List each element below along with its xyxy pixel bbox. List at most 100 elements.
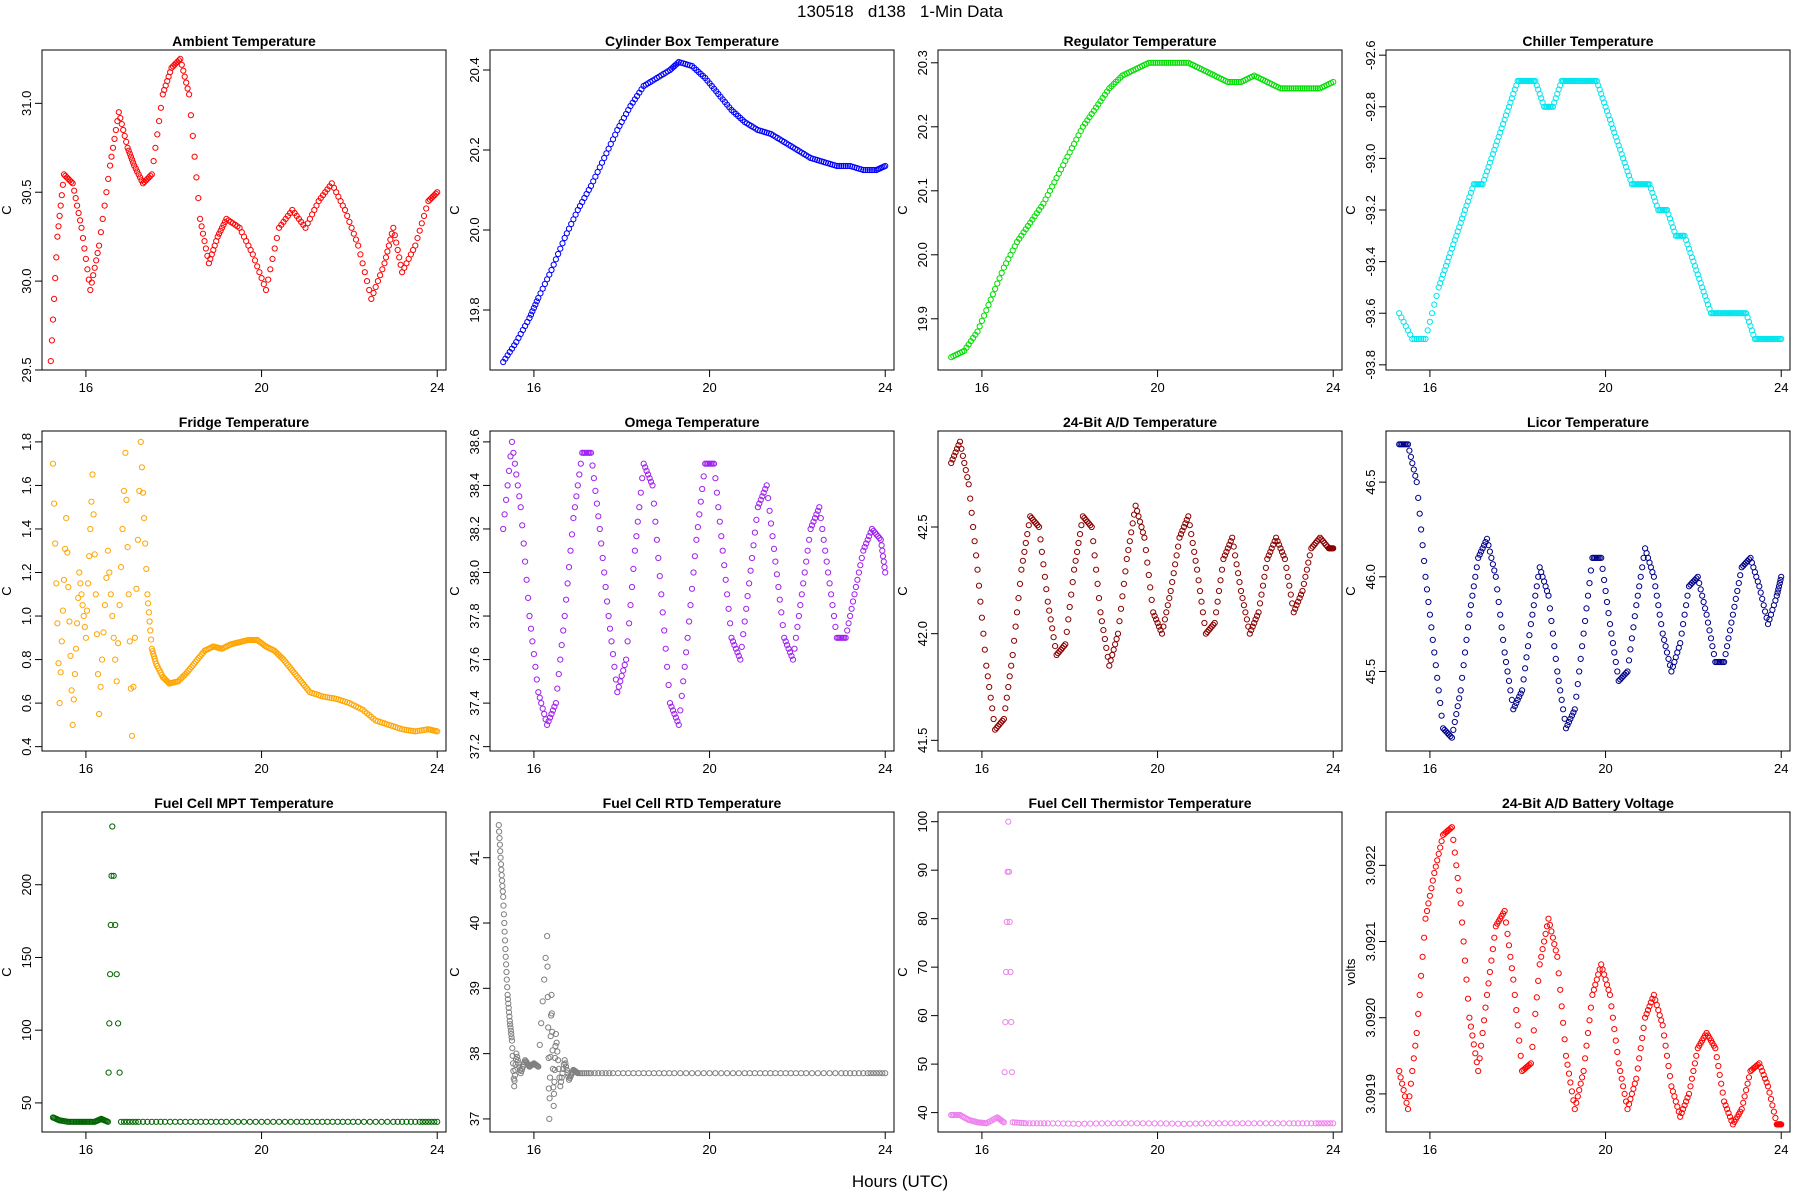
data-point	[1457, 687, 1464, 694]
data-point	[1738, 1106, 1745, 1113]
data-point	[862, 166, 869, 174]
data-point	[792, 634, 800, 641]
data-point	[372, 283, 379, 291]
data-point	[743, 605, 750, 612]
data-point	[1517, 690, 1524, 697]
y-axis-label: C	[895, 967, 910, 976]
data-point	[256, 269, 263, 276]
data-point	[1766, 1089, 1773, 1096]
y-tick-label: 70	[915, 960, 930, 974]
data-point	[1680, 1106, 1687, 1113]
data-point	[769, 533, 776, 540]
data-point	[133, 585, 140, 592]
data-point	[557, 245, 564, 252]
data-point	[817, 515, 824, 522]
data-point	[680, 678, 687, 685]
data-point	[860, 166, 867, 174]
data-point	[1218, 566, 1226, 573]
data-point	[1519, 687, 1526, 694]
data-point	[126, 638, 133, 645]
data-points	[49, 438, 441, 739]
data-point	[1687, 249, 1694, 257]
data-point	[608, 638, 615, 645]
data-point	[782, 638, 789, 645]
y-tick-label: 45.5	[1363, 659, 1378, 684]
data-point	[112, 921, 119, 929]
data-point	[1625, 657, 1633, 664]
y-tick-label: 37.4	[467, 690, 482, 715]
data-point	[609, 1070, 617, 1077]
data-point	[223, 1118, 230, 1125]
data-point	[574, 482, 581, 489]
data-point	[496, 835, 503, 842]
data-point	[1267, 548, 1274, 556]
data-point	[1511, 991, 1518, 999]
data-point	[645, 471, 652, 478]
data-point	[1662, 1042, 1669, 1049]
data-point	[519, 522, 526, 529]
data-point	[192, 1118, 199, 1125]
data-point	[808, 1070, 816, 1077]
data-point	[1292, 605, 1299, 612]
data-point	[1154, 59, 1161, 66]
data-point	[552, 1030, 560, 1038]
data-point	[379, 266, 386, 273]
data-point	[1239, 1120, 1246, 1127]
data-point	[63, 515, 70, 522]
data-point	[533, 676, 540, 683]
data-point	[697, 498, 704, 505]
data-point	[322, 693, 329, 701]
data-point	[829, 602, 836, 609]
data-point	[773, 571, 781, 578]
data-point	[1165, 59, 1172, 66]
data-point	[372, 1118, 379, 1125]
data-point	[536, 694, 543, 701]
data-point	[1557, 687, 1564, 694]
data-point	[662, 645, 669, 652]
data-point	[550, 1102, 557, 1110]
data-point	[1625, 172, 1633, 179]
data-point	[740, 631, 747, 638]
data-point	[548, 266, 555, 274]
data-point	[870, 1070, 877, 1077]
data-point	[201, 238, 208, 245]
y-tick-label: 38	[467, 1046, 482, 1060]
data-point	[1470, 583, 1477, 590]
data-point	[719, 547, 726, 554]
data-point	[116, 602, 123, 609]
data-point	[47, 358, 54, 365]
data-point	[555, 1057, 562, 1064]
data-point	[1169, 59, 1177, 66]
data-point	[1620, 1083, 1627, 1090]
data-point	[339, 1118, 346, 1125]
data-point	[538, 1020, 545, 1027]
data-point	[1318, 1120, 1325, 1127]
data-point	[85, 276, 92, 283]
y-tick-label: 1.4	[19, 520, 34, 538]
data-point	[1526, 1061, 1533, 1068]
data-point	[746, 1070, 753, 1077]
data-point	[1098, 1120, 1106, 1127]
data-point	[1444, 258, 1451, 265]
data-point	[729, 638, 737, 645]
data-point	[72, 195, 79, 202]
data-point	[104, 547, 112, 554]
data-point	[1595, 971, 1602, 978]
x-tick-label: 24	[1774, 380, 1788, 395]
data-point	[1232, 552, 1239, 559]
data-point	[1489, 151, 1497, 158]
data-point	[1535, 573, 1542, 580]
data-point	[1713, 1054, 1720, 1061]
data-point	[254, 263, 261, 270]
data-point	[688, 1070, 696, 1077]
data-point	[152, 144, 159, 151]
y-tick-label: 37.8	[467, 603, 482, 628]
data-point	[396, 254, 403, 261]
data-point	[1447, 825, 1454, 832]
data-point	[1122, 1120, 1129, 1127]
data-point	[989, 291, 997, 298]
data-point	[669, 707, 677, 714]
data-point	[382, 254, 390, 261]
data-point	[1078, 522, 1085, 529]
